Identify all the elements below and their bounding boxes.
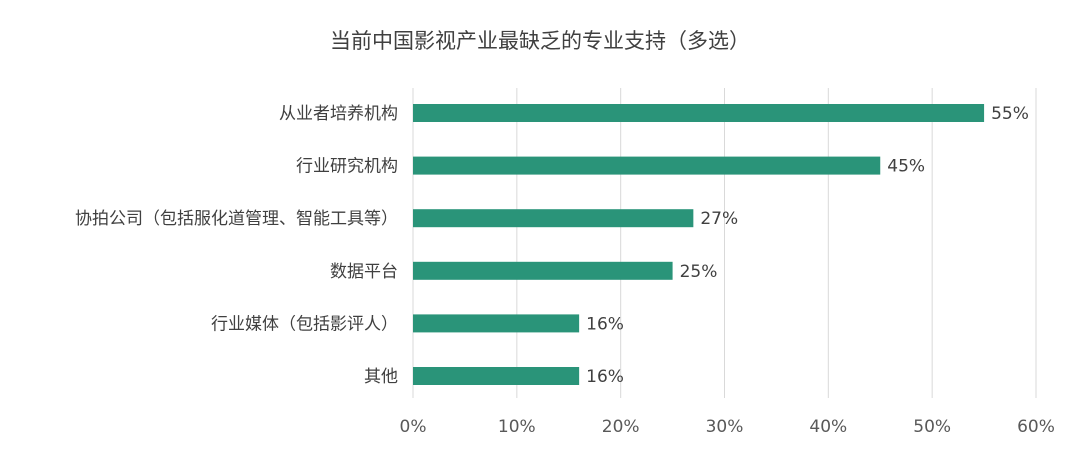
chart-title: 当前中国影视产业最缺乏的专业支持（多选）: [330, 29, 750, 53]
bar: [413, 261, 673, 280]
category-label: 行业媒体（包括影评人）: [211, 314, 398, 334]
x-tick-label: 30%: [706, 417, 744, 437]
x-tick-label: 0%: [400, 417, 427, 437]
x-tick-label: 50%: [913, 417, 951, 437]
bars: [413, 104, 985, 385]
bar: [413, 104, 985, 122]
data-label: 25%: [680, 262, 718, 282]
bar: [413, 367, 580, 385]
labels: 0% 10% 20% 30% 40% 50% 60% 从业者培养机构 55% 行业研究机构 45% 协…: [75, 104, 1055, 437]
gridlines: [412, 88, 1037, 398]
x-tick-label: 20%: [602, 417, 640, 437]
category-label: 其他: [364, 367, 398, 387]
data-label: 45%: [887, 157, 925, 177]
bar: [413, 156, 881, 175]
category-label: 行业研究机构: [296, 157, 398, 177]
data-label: 55%: [991, 104, 1029, 124]
data-label: 16%: [586, 314, 624, 334]
bar: [413, 314, 580, 333]
bar: [413, 209, 694, 228]
x-tick-label: 40%: [809, 417, 847, 437]
category-label: 协拍公司（包括服化道管理、智能工具等）: [75, 209, 398, 229]
x-tick-label: 10%: [498, 417, 536, 437]
data-label: 27%: [700, 209, 738, 229]
data-label: 16%: [586, 367, 624, 387]
x-tick-label: 60%: [1017, 417, 1055, 437]
category-label: 从业者培养机构: [279, 104, 398, 124]
category-label: 数据平台: [330, 262, 398, 282]
